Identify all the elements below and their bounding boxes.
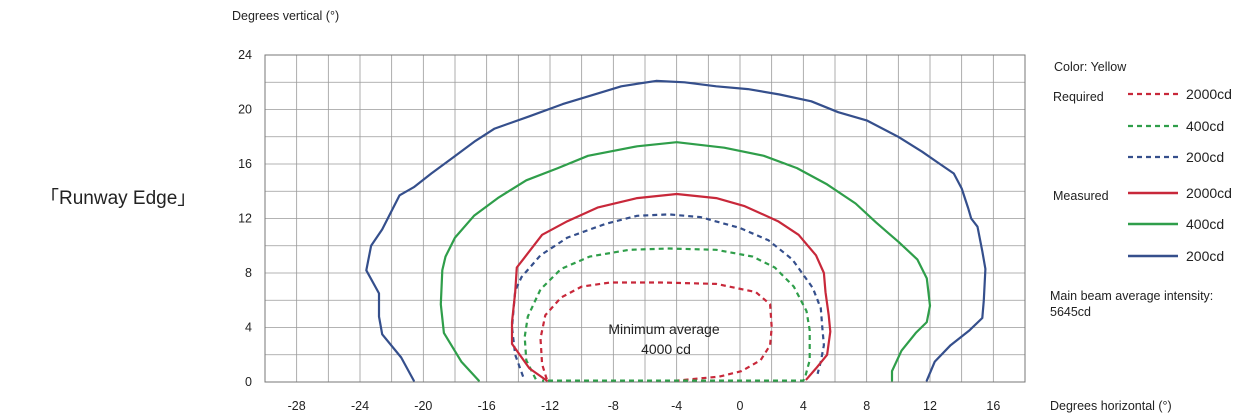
x-tick-label: 8 <box>863 399 870 413</box>
x-tick-label: -16 <box>478 399 496 413</box>
y-tick-label: 16 <box>238 157 252 171</box>
x-tick-label: 0 <box>737 399 744 413</box>
legend-measured-label: Measured <box>1053 189 1109 203</box>
x-tick-label: 16 <box>986 399 1000 413</box>
x-tick-label: -4 <box>671 399 682 413</box>
legend: Color: Yellow Required Measured 2000cd 40… <box>1050 60 1232 319</box>
y-tick-label: 12 <box>238 212 252 226</box>
legend-required-label: Required <box>1053 90 1104 104</box>
annotation-line-2: 4000 cd <box>641 341 691 357</box>
legend-required-item: 200cd <box>1186 149 1224 165</box>
legend-required-item: 400cd <box>1186 118 1224 134</box>
legend-main-beam-label: Main beam average intensity: <box>1050 289 1213 303</box>
x-tick-label: -20 <box>414 399 432 413</box>
measured-200cd-curve <box>365 79 987 382</box>
required-2000cd-curve <box>539 281 773 382</box>
y-tick-labels: 0 4 8 12 16 20 24 <box>238 48 252 389</box>
minimum-average-annotation: Minimum average 4000 cd <box>608 321 719 357</box>
legend-items: 2000cd 400cd 200cd 2000cd 400cd 200cd <box>1128 86 1232 264</box>
legend-measured-item: 2000cd <box>1186 185 1232 201</box>
y-tick-label: 24 <box>238 48 252 62</box>
x-axis-label: Degrees horizontal (°) <box>1050 399 1172 413</box>
plot-frame <box>264 54 1026 383</box>
plot-grid <box>264 54 1026 383</box>
x-tick-labels: -28 -24 -20 -16 -12 -8 -4 0 4 8 12 16 <box>288 399 1001 413</box>
required-400cd-curve <box>523 247 811 382</box>
isocandela-curves <box>365 79 987 382</box>
y-tick-label: 4 <box>245 321 252 335</box>
annotation-line-1: Minimum average <box>608 321 719 337</box>
legend-required-item: 2000cd <box>1186 86 1232 102</box>
y-axis-label: Degrees vertical (°) <box>232 9 339 23</box>
x-tick-label: 12 <box>923 399 937 413</box>
legend-measured-item: 200cd <box>1186 248 1224 264</box>
side-label: 「Runway Edge」 <box>40 187 196 209</box>
measured-2000cd-curve <box>510 192 832 382</box>
y-tick-label: 20 <box>238 103 252 117</box>
x-tick-label: -8 <box>608 399 619 413</box>
x-tick-label: -12 <box>541 399 559 413</box>
legend-main-beam-value: 5645cd <box>1050 305 1091 319</box>
x-tick-label: -24 <box>351 399 369 413</box>
legend-color-line: Color: Yellow <box>1054 60 1127 74</box>
y-tick-label: 0 <box>245 375 252 389</box>
legend-measured-item: 400cd <box>1186 216 1224 232</box>
x-tick-label: -28 <box>288 399 306 413</box>
measured-400cd-curve <box>439 141 932 382</box>
y-tick-label: 8 <box>245 266 252 280</box>
x-tick-label: 4 <box>800 399 807 413</box>
